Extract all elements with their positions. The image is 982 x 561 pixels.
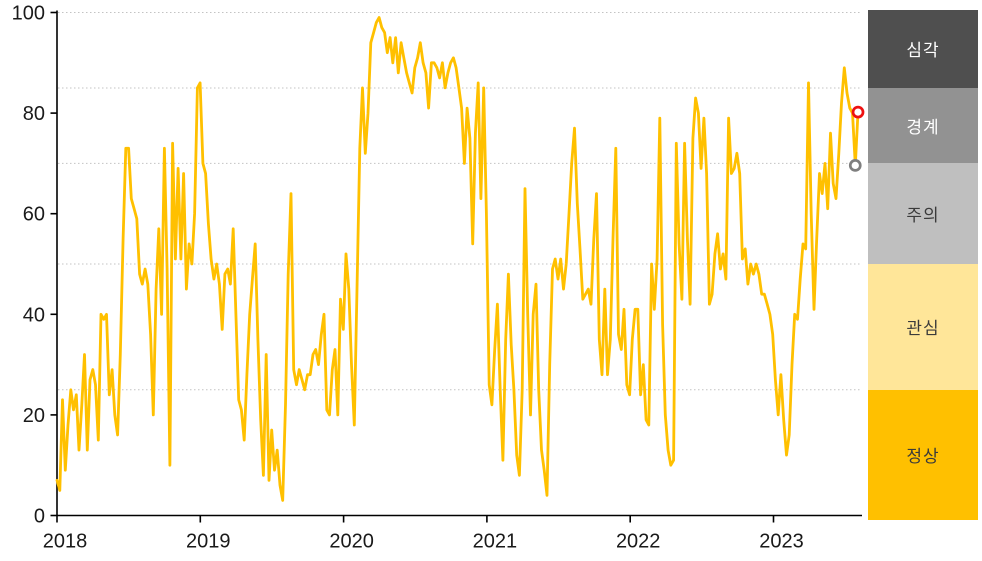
x-tick-label-2018: 2018 (43, 531, 88, 553)
y-tick-label-100: 100 (12, 3, 45, 25)
latest-value-marker (851, 105, 865, 119)
x-tick-label-2022: 2022 (616, 531, 661, 553)
x-tick-label-2020: 2020 (329, 531, 374, 553)
y-tick-label-60: 60 (23, 204, 45, 226)
y-tick-label-80: 80 (23, 103, 45, 125)
y-tick-label-20: 20 (23, 405, 45, 427)
x-tick-label-2023: 2023 (759, 531, 804, 553)
y-tick-label-0: 0 (34, 506, 45, 528)
index-line-series (55, 16, 860, 502)
y-tick-label-40: 40 (23, 304, 45, 326)
previous-value-marker (848, 159, 862, 172)
x-tick-label-2019: 2019 (186, 531, 231, 553)
x-tick-label-2021: 2021 (473, 531, 518, 553)
